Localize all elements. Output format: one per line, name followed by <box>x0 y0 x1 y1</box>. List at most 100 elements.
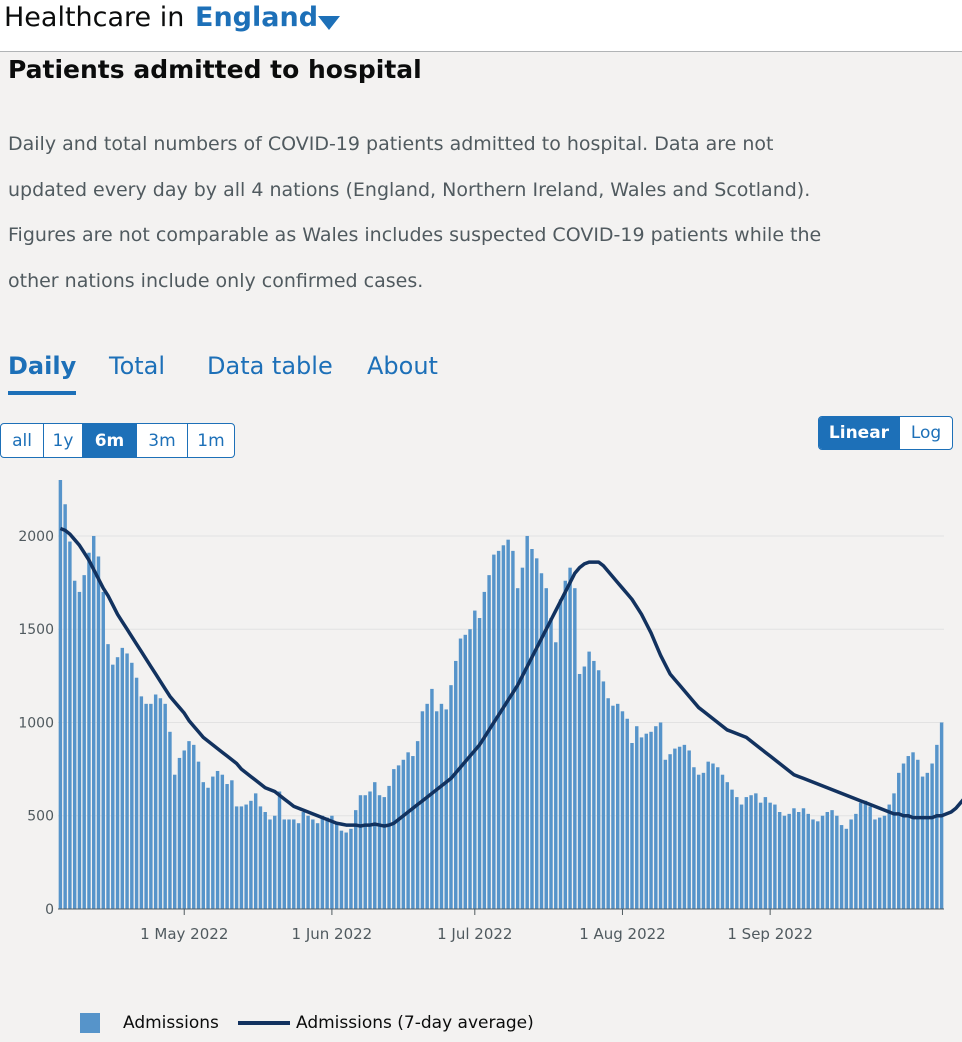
admissions-bar <box>735 797 739 909</box>
admissions-bar <box>463 634 467 909</box>
admissions-bar <box>482 591 487 909</box>
admissions-bar <box>149 703 153 909</box>
admissions-bar <box>820 815 825 909</box>
admissions-bar <box>244 804 248 909</box>
admissions-bar <box>253 793 258 909</box>
admissions-bar <box>496 550 501 909</box>
admissions-bar <box>473 610 477 909</box>
area-selector-value[interactable]: England <box>195 2 319 33</box>
admissions-bar <box>334 823 339 909</box>
admissions-bar <box>454 660 458 909</box>
range-3m-button[interactable]: 3m <box>137 424 188 457</box>
tab-data-table[interactable]: Data table <box>207 352 333 380</box>
range-1y-button[interactable]: 1y <box>44 424 83 457</box>
x-axis-ticks: 1 May 2022 1 Jun 2022 1 Jul 2022 1 Aug 2022… <box>140 909 813 943</box>
admissions-bar <box>668 754 672 909</box>
scale-log-button[interactable]: Log <box>910 423 942 443</box>
scale-linear-button[interactable]: Linear <box>819 417 900 449</box>
admissions-bar <box>515 588 520 909</box>
admissions-bar <box>677 746 682 909</box>
admissions-bar <box>592 660 596 909</box>
admissions-bar <box>225 784 229 909</box>
caret-down-icon[interactable] <box>318 16 340 30</box>
admissions-bar <box>239 806 244 909</box>
tab-daily[interactable]: Daily <box>8 352 77 395</box>
admissions-bar <box>682 744 687 909</box>
legend-admissions-swatch <box>80 1013 100 1033</box>
admissions-bar <box>444 709 448 909</box>
range-6m-button[interactable]: 6m <box>83 424 137 457</box>
admissions-bar <box>268 819 272 909</box>
admissions-bar <box>606 698 610 909</box>
admissions-bar <box>420 711 425 909</box>
admissions-bar <box>687 750 691 909</box>
admissions-bar <box>196 761 201 909</box>
admissions-bar <box>844 828 849 909</box>
admissions-bar <box>787 813 791 909</box>
admissions-bar <box>582 666 587 909</box>
admissions-bar <box>230 780 234 909</box>
admissions-bar <box>649 731 653 909</box>
admissions-bar <box>87 552 91 909</box>
admissions-bar <box>930 763 934 909</box>
admissions-bar <box>644 733 648 909</box>
admissions-bar <box>620 711 625 909</box>
admissions-bar <box>730 789 734 909</box>
admissions-bar <box>206 787 210 909</box>
range-all-button[interactable]: all <box>1 424 44 457</box>
admissions-bar <box>344 832 348 909</box>
admissions-bar <box>877 817 882 909</box>
admissions-bar <box>558 599 563 909</box>
admissions-bar <box>168 731 172 909</box>
admissions-bar <box>777 812 782 909</box>
admissions-bar <box>573 588 577 909</box>
admissions-bar <box>120 647 125 909</box>
admissions-bar <box>396 765 401 909</box>
admissions-bar <box>82 575 86 909</box>
chart-legend: Admissions Admissions (7-day average) <box>0 1005 962 1041</box>
seven-day-average-line <box>59 526 962 828</box>
x-tick-label: 1 Aug 2022 <box>579 925 666 943</box>
admissions-bar <box>192 744 196 909</box>
admissions-bar <box>68 541 72 909</box>
admissions-bar <box>835 815 839 909</box>
admissions-bar <box>430 688 434 909</box>
time-range-selector: all 1y 6m 3m 1m <box>0 423 235 458</box>
admissions-bar <box>320 815 325 909</box>
admissions-bar <box>63 504 67 909</box>
admissions-bar <box>854 813 858 909</box>
admissions-bar <box>530 549 534 909</box>
card-description: Daily and total numbers of COVID-19 pati… <box>8 133 822 292</box>
admissions-bar <box>296 823 301 909</box>
admissions-bar <box>892 793 896 909</box>
admissions-bar <box>96 556 101 909</box>
admissions-bar <box>539 573 544 909</box>
admissions-bar <box>363 795 367 909</box>
admissions-bar <box>77 591 82 909</box>
admissions-bar <box>673 748 677 909</box>
admissions-bar <box>106 644 110 909</box>
tab-total[interactable]: Total <box>109 352 166 380</box>
admissions-bar <box>187 741 191 909</box>
admissions-bar <box>339 830 344 909</box>
admissions-bar <box>839 825 844 909</box>
range-1m-button[interactable]: 1m <box>197 430 225 451</box>
admissions-bar <box>315 823 320 909</box>
admissions-bar <box>639 737 644 909</box>
y-tick-label: 1500 <box>18 622 54 638</box>
admissions-bar <box>234 806 239 909</box>
admissions-bar <box>744 797 749 909</box>
admissions-bar <box>754 793 758 909</box>
admissions-bar <box>601 681 606 909</box>
admissions-bar <box>277 791 282 909</box>
admissions-bar <box>758 802 763 909</box>
admissions-bar <box>773 804 777 909</box>
admissions-bar <box>782 815 787 909</box>
admissions-bar <box>358 795 363 909</box>
admissions-bar <box>711 763 715 909</box>
admissions-bar <box>520 567 525 909</box>
tab-about[interactable]: About <box>367 352 438 380</box>
admissions-bar <box>263 812 267 909</box>
x-tick-label: 1 Jul 2022 <box>437 925 512 943</box>
admissions-bar <box>458 638 463 909</box>
